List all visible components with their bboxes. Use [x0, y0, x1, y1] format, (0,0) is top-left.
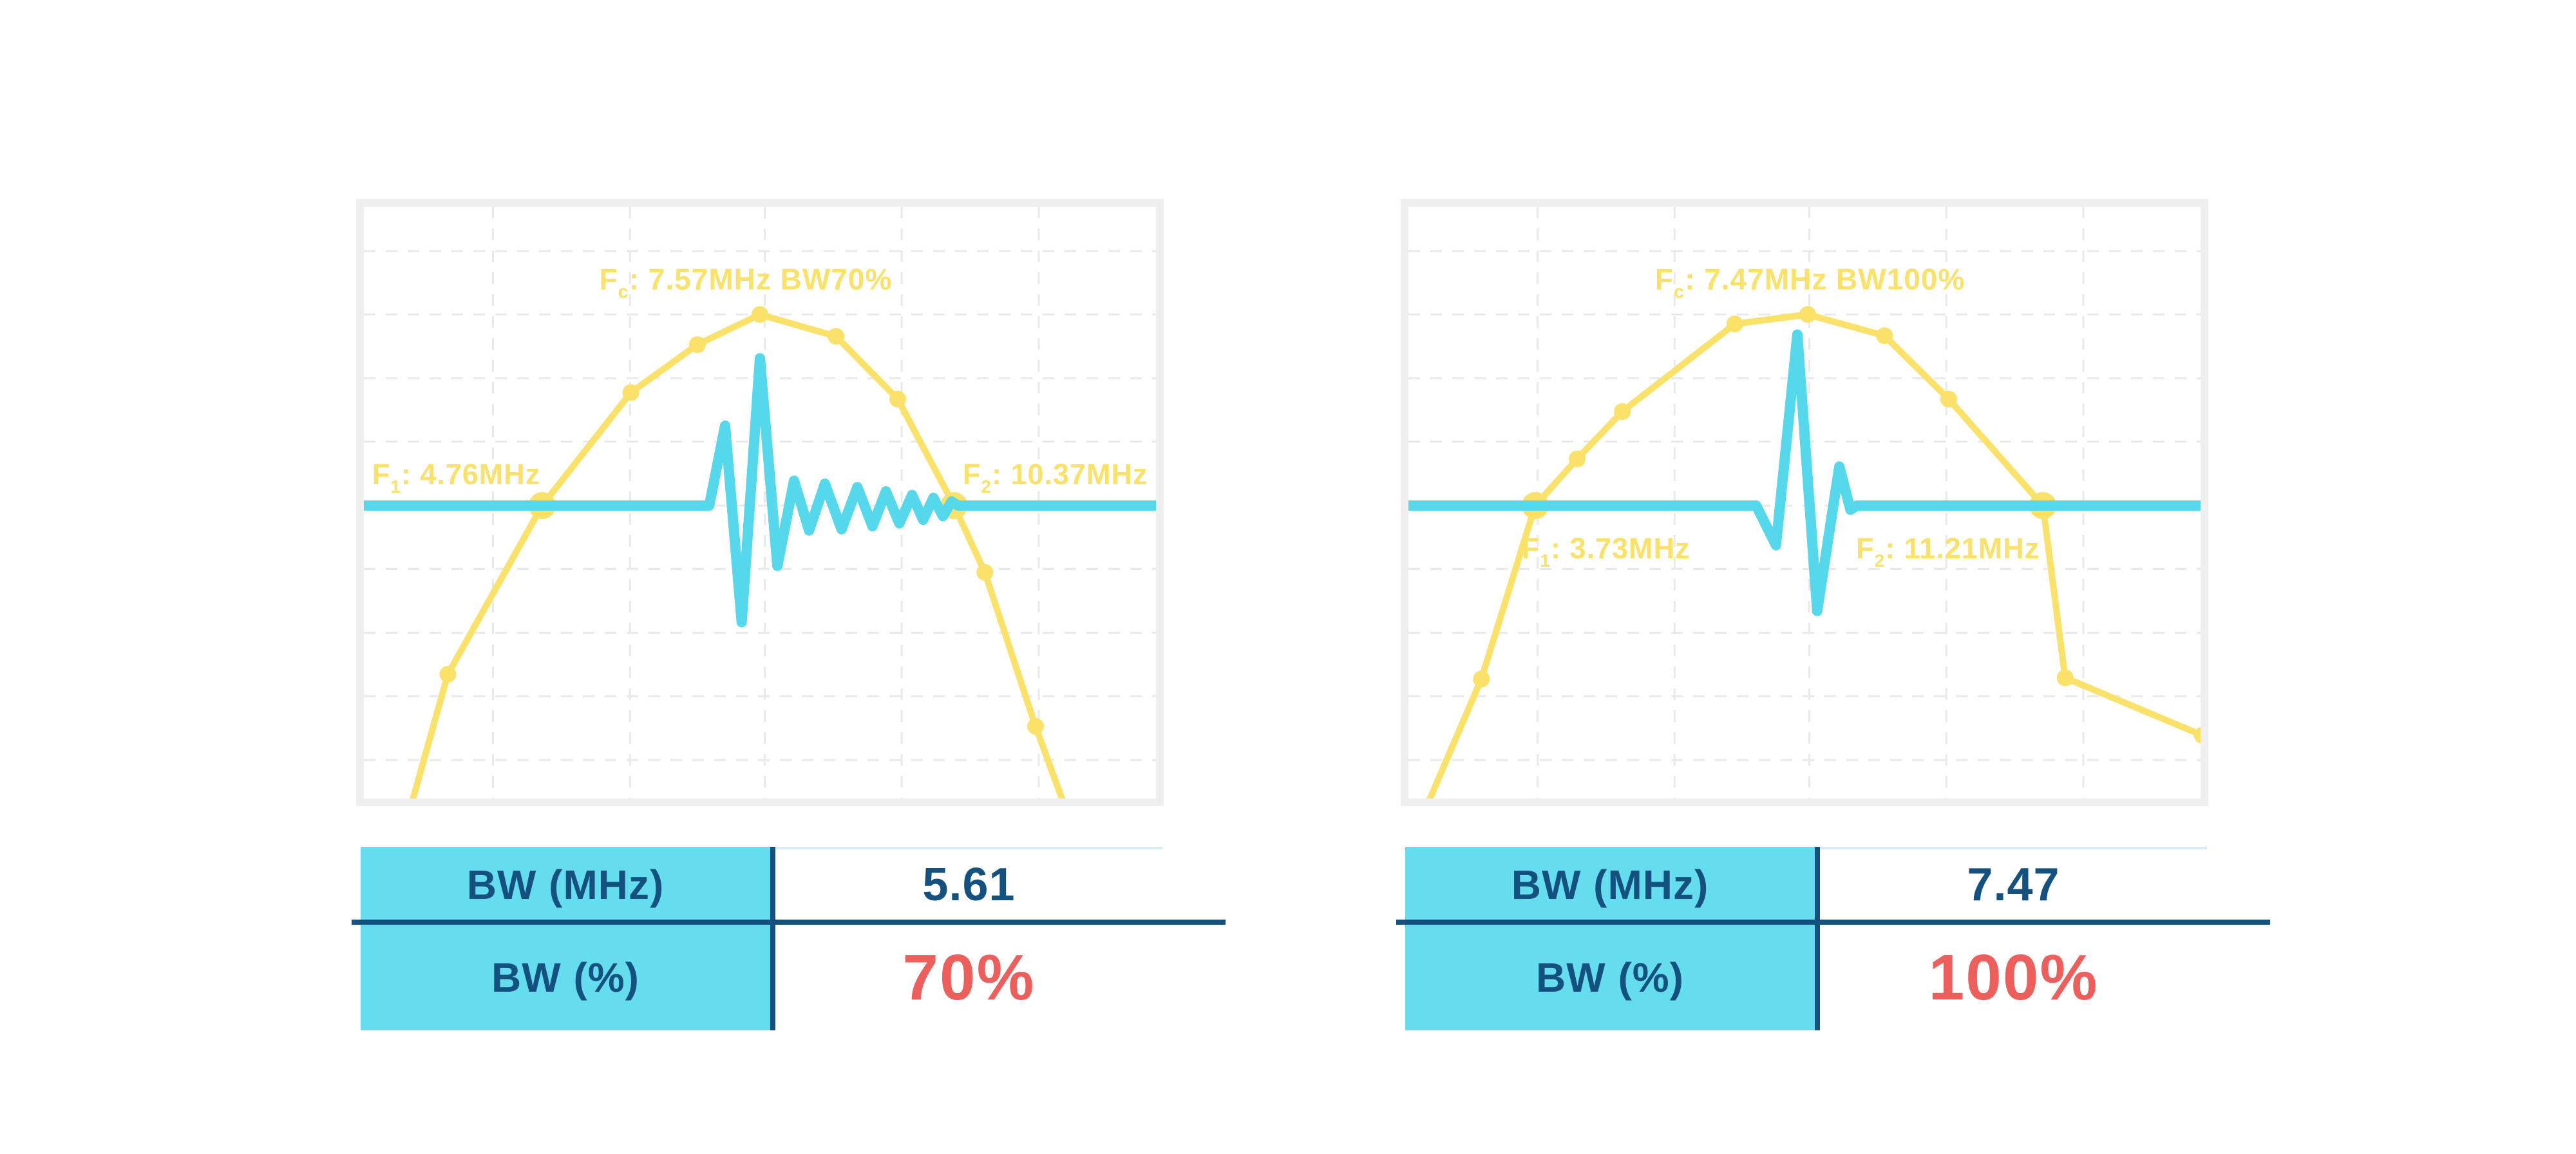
- frequency-spectrum-curve-marker: [752, 306, 768, 323]
- frequency-spectrum-curve: [410, 311, 1066, 799]
- frequency-spectrum-curve-marker: [1726, 316, 1743, 332]
- bw-mhz-header: BW (MHz): [1511, 861, 1709, 908]
- column-divider: [1815, 847, 1820, 1030]
- f1-annotation: F1: 3.73MHz: [1522, 532, 1690, 571]
- frequency-spectrum-curve-marker: [1940, 390, 1957, 408]
- spectrum-chart-bw70-plot: Fc: 7.57MHz BW70% F1: 4.76MHz F2: 10.37MHz: [364, 207, 1156, 799]
- frequency-spectrum-curve-marker: [1027, 717, 1044, 735]
- bw-mhz-header: BW (MHz): [466, 861, 665, 908]
- f2-annotation: F2: 10.37MHz: [963, 458, 1148, 497]
- pulse-echo-waveform: [1408, 329, 2201, 616]
- spectrum-chart-bw100: Fc: 7.47MHz BW100% F1: 3.73MHz F2: 11.21MH…: [1401, 199, 2208, 806]
- frequency-spectrum-curve-marker: [889, 390, 906, 408]
- frequency-spectrum-curve-marker: [1876, 327, 1893, 345]
- bw-mhz-value: 7.47: [1967, 858, 2060, 911]
- fc-annotation: Fc: 7.57MHz BW70%: [599, 263, 892, 303]
- frequency-spectrum-curve-marker: [2193, 726, 2201, 744]
- row-separator: [1396, 920, 2270, 925]
- header-column-background: [361, 847, 770, 1030]
- column-divider: [770, 847, 775, 1030]
- bw-table-right: BW (MHz) BW (%) 7.47 100%: [1396, 847, 2270, 1030]
- frequency-spectrum-curve-marker: [622, 384, 639, 401]
- bw-mhz-value: 5.61: [922, 858, 1016, 911]
- bw-percent-header: BW (%): [491, 954, 639, 1001]
- bw-percent-value: 100%: [1928, 941, 2099, 1014]
- frequency-spectrum-curve-marker: [976, 563, 994, 581]
- frequency-spectrum-curve-marker: [828, 328, 845, 345]
- bw-percent-header: BW (%): [1536, 954, 1684, 1001]
- frequency-spectrum-curve-marker: [2056, 669, 2074, 686]
- frequency-spectrum-curve-marker: [439, 666, 457, 683]
- frequency-spectrum-curve-marker: [688, 336, 706, 354]
- header-column-background: [1405, 847, 1815, 1030]
- fc-annotation: Fc: 7.47MHz BW100%: [1655, 263, 1965, 303]
- frequency-spectrum-curve-marker: [1614, 403, 1631, 420]
- bw-table-left: BW (MHz) BW (%) 5.61 70%: [352, 847, 1226, 1030]
- value-column-top-border: [1820, 847, 2207, 849]
- pulse-echo-waveform: [364, 353, 1156, 628]
- frequency-spectrum-curve-marker: [1473, 670, 1490, 688]
- row-separator: [352, 920, 1226, 925]
- f2-annotation: F2: 11.21MHz: [1856, 532, 2040, 571]
- frequency-spectrum-curve: [1426, 311, 2201, 799]
- spectrum-chart-bw70: Fc: 7.57MHz BW70% F1: 4.76MHz F2: 10.37MHz: [356, 199, 1164, 806]
- frequency-spectrum-curve-marker: [1799, 306, 1816, 323]
- frequency-spectrum-curve-marker: [1569, 450, 1586, 468]
- f1-annotation: F1: 4.76MHz: [372, 458, 541, 497]
- value-column-top-border: [775, 847, 1162, 849]
- spectrum-chart-bw100-plot: Fc: 7.47MHz BW100% F1: 3.73MHz F2: 11.21MH…: [1408, 207, 2201, 799]
- bw-percent-value: 70%: [902, 941, 1036, 1014]
